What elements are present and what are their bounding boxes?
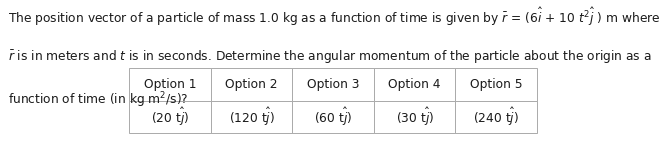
Text: The position vector of a particle of mass 1.0 kg as a function of time is given : The position vector of a particle of mas… — [8, 6, 660, 28]
Bar — [129, 101, 211, 133]
Text: Option 5: Option 5 — [470, 78, 522, 91]
Text: Option 4: Option 4 — [389, 78, 441, 91]
Bar — [292, 68, 374, 101]
Text: function of time (in kg m$^2$/s)?: function of time (in kg m$^2$/s)? — [8, 90, 188, 109]
Bar — [211, 68, 292, 101]
Bar — [455, 101, 537, 133]
Bar — [211, 101, 292, 133]
Text: (20 t$\hat{j}$): (20 t$\hat{j}$) — [151, 106, 189, 128]
Bar — [374, 68, 455, 101]
Text: (240 t$\hat{j}$): (240 t$\hat{j}$) — [473, 106, 519, 128]
Text: Option 1: Option 1 — [144, 78, 196, 91]
Text: Option 2: Option 2 — [225, 78, 278, 91]
Text: $\bar{r}$ is in meters and $t$ is in seconds. Determine the angular momentum of : $\bar{r}$ is in meters and $t$ is in sec… — [8, 48, 652, 66]
Bar — [374, 101, 455, 133]
Bar — [455, 68, 537, 101]
Text: Option 3: Option 3 — [307, 78, 359, 91]
Text: (60 t$\hat{j}$): (60 t$\hat{j}$) — [314, 106, 352, 128]
Bar — [129, 68, 211, 101]
Bar — [292, 101, 374, 133]
Text: (30 t$\hat{j}$): (30 t$\hat{j}$) — [396, 106, 434, 128]
Text: (120 t$\hat{j}$): (120 t$\hat{j}$) — [229, 106, 274, 128]
